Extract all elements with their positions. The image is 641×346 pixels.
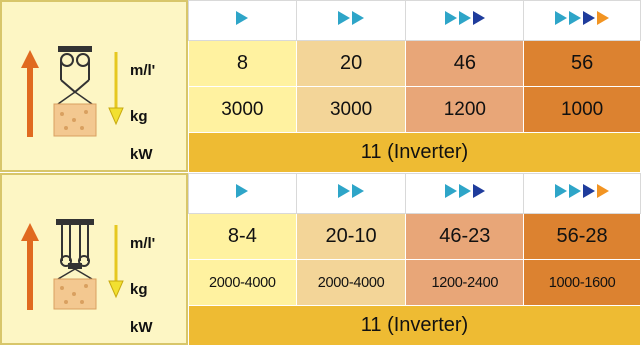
crane-diagram-panel: m/l' kg kW <box>0 0 188 172</box>
power-row: 11 (Inverter) <box>188 305 641 346</box>
speed-2-icon <box>295 0 407 41</box>
spec-table: 8-4 20-10 46-23 56-28 2000-4000 2000-400… <box>188 173 641 346</box>
hoist-single-reeving-icon <box>21 46 124 137</box>
speed-1-icon <box>188 173 297 214</box>
speed-value: 56-28 <box>523 213 641 260</box>
hoist-double-reeving-icon <box>21 219 124 310</box>
load-row: 3000 3000 1200 1000 <box>188 86 641 133</box>
load-value: 2000-4000 <box>295 259 407 306</box>
speed-icons-row <box>188 0 641 41</box>
spec-block-single-reeving: m/l' kg kW <box>0 0 641 173</box>
speed-value: 56 <box>523 40 641 87</box>
speed-value: 46 <box>405 40 525 87</box>
speed-3-icon <box>405 173 525 214</box>
load-row: 2000-4000 2000-4000 1200-2400 1000-1600 <box>188 259 641 306</box>
load-value: 2000-4000 <box>188 259 297 306</box>
load-value: 3000 <box>295 86 407 133</box>
spec-block-double-reeving: m/l' kg kW <box>0 173 641 346</box>
load-value: 1200-2400 <box>405 259 525 306</box>
speed-value: 20 <box>295 40 407 87</box>
unit-power-label: kW <box>130 319 153 336</box>
speed-row: 8-4 20-10 46-23 56-28 <box>188 213 641 260</box>
unit-speed-label: m/l' <box>130 235 156 252</box>
load-value: 1000-1600 <box>523 259 641 306</box>
load-value: 3000 <box>188 86 297 133</box>
unit-load-label: kg <box>130 108 148 125</box>
power-value: 11 (Inverter) <box>188 305 641 346</box>
load-value: 1200 <box>405 86 525 133</box>
speed-row: 8 20 46 56 <box>188 40 641 87</box>
power-value: 11 (Inverter) <box>188 132 641 173</box>
power-row: 11 (Inverter) <box>188 132 641 173</box>
unit-load-label: kg <box>130 281 148 298</box>
spec-table: 8 20 46 56 3000 3000 1200 1000 11 (Inver… <box>188 0 641 173</box>
speed-value: 8 <box>188 40 297 87</box>
speed-4-icon <box>523 173 641 214</box>
speed-value: 20-10 <box>295 213 407 260</box>
unit-speed-label: m/l' <box>130 62 156 79</box>
speed-1-icon <box>188 0 297 41</box>
speed-icons-row <box>188 173 641 214</box>
speed-value: 46-23 <box>405 213 525 260</box>
unit-power-label: kW <box>130 146 153 163</box>
load-value: 1000 <box>523 86 641 133</box>
speed-value: 8-4 <box>188 213 297 260</box>
crane-diagram-panel: m/l' kg kW <box>0 173 188 345</box>
speed-4-icon <box>523 0 641 41</box>
speed-3-icon <box>405 0 525 41</box>
speed-2-icon <box>295 173 407 214</box>
